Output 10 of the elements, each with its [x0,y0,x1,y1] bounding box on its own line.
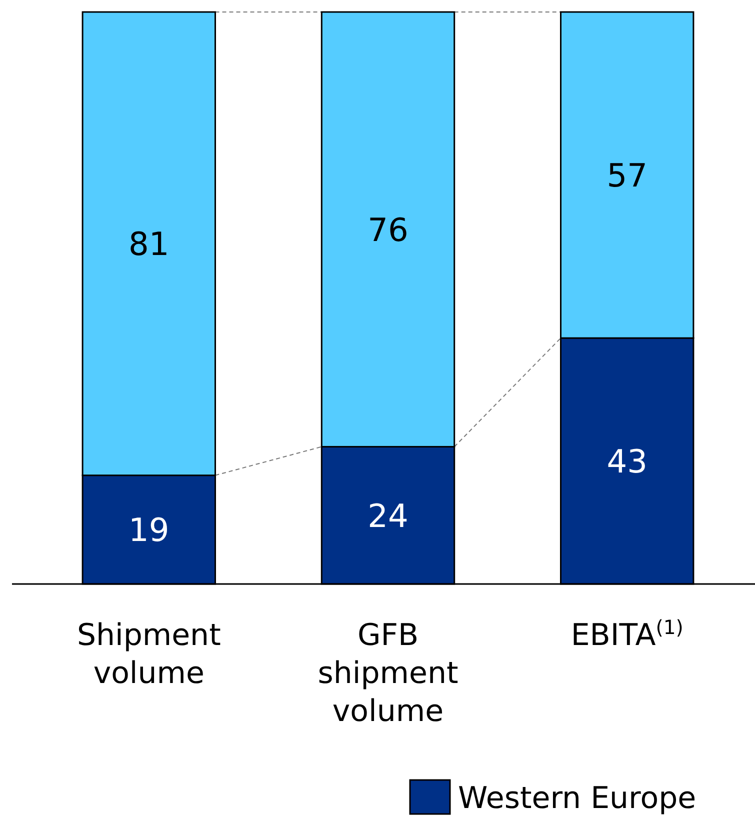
data-label: 57 [606,156,648,195]
data-label: 43 [606,442,648,481]
x-tick-label: Shipment volume [76,618,222,691]
data-label: 24 [368,496,408,535]
data-label: 81 [128,225,170,264]
x-tick-label: GFB shipment volume [318,618,458,729]
legend-label: Western Europe [458,781,696,816]
data-label: 19 [128,511,170,550]
x-tick-label: EBITA$^{(1)}$ [570,616,684,653]
data-label: 76 [368,210,408,249]
